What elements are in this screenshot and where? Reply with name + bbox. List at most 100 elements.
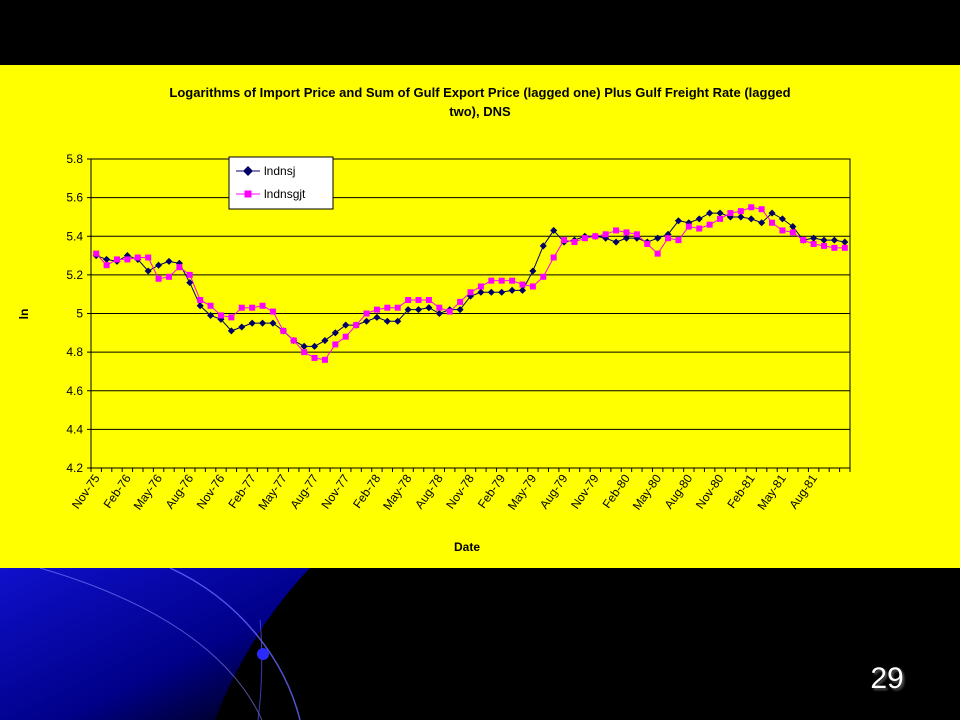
- data-point-lndnsgjt: [800, 237, 807, 244]
- data-point-lndnsgjt: [373, 306, 380, 313]
- x-tick-label: Feb-79: [475, 471, 508, 510]
- x-tick-label: May-77: [255, 471, 290, 512]
- data-point-lndnsgjt: [665, 235, 672, 242]
- x-tick-label: Feb-76: [101, 471, 134, 510]
- data-point-lndnsj: [758, 219, 766, 227]
- data-point-lndnsgjt: [342, 333, 349, 340]
- data-point-lndnsj: [622, 234, 630, 242]
- swirl-arc-3: [257, 619, 263, 720]
- data-point-lndnsj: [487, 288, 495, 296]
- x-tick-label: Nov-79: [568, 471, 602, 511]
- data-point-lndnsgjt: [540, 273, 547, 280]
- data-point-lndnsgjt: [488, 277, 495, 284]
- data-point-lndnsgjt: [696, 225, 703, 232]
- data-point-lndnsgjt: [238, 304, 245, 311]
- data-point-lndnsgjt: [498, 277, 505, 284]
- data-point-lndnsgjt: [415, 296, 422, 303]
- data-point-lndnsj: [144, 267, 152, 275]
- data-point-lndnsj: [394, 317, 402, 325]
- data-point-lndnsj: [498, 288, 506, 296]
- legend-label-lndnsj: lndnsj: [264, 164, 295, 178]
- data-point-lndnsgjt: [706, 221, 713, 228]
- swirl-arc-1: [169, 567, 301, 720]
- data-point-lndnsj: [529, 267, 537, 275]
- data-point-lndnsj: [269, 319, 277, 327]
- data-point-lndnsj: [768, 209, 776, 217]
- legend-marker-lndnsj: [243, 166, 253, 176]
- data-point-lndnsj: [404, 306, 412, 314]
- data-point-lndnsj: [248, 319, 256, 327]
- data-point-lndnsgjt: [280, 327, 287, 334]
- data-point-lndnsj: [477, 288, 485, 296]
- x-tick-label: May-79: [505, 471, 540, 512]
- data-point-lndnsj: [810, 234, 818, 242]
- data-point-lndnsgjt: [529, 283, 536, 290]
- y-tick-label: 4.4: [66, 422, 83, 436]
- data-point-lndnsgjt: [165, 273, 172, 280]
- y-tick-label: 5.2: [66, 268, 83, 282]
- chart-title-line-1: Logarithms of Import Price and Sum of Gu…: [169, 85, 790, 100]
- y-tick-label: 4.8: [66, 345, 83, 359]
- data-point-lndnsj: [425, 304, 433, 312]
- data-series: [92, 204, 849, 363]
- data-point-lndnsgjt: [717, 215, 724, 222]
- data-point-lndnsj: [207, 311, 215, 319]
- data-point-lndnsgjt: [176, 264, 183, 271]
- data-point-lndnsj: [414, 306, 423, 314]
- data-point-lndnsj: [165, 257, 173, 265]
- x-tick-label: May-78: [380, 471, 415, 512]
- data-point-lndnsj: [778, 215, 786, 223]
- swirl-dot: [257, 648, 269, 660]
- data-point-lndnsgjt: [290, 337, 297, 344]
- data-point-lndnsj: [737, 213, 745, 221]
- data-point-lndnsgjt: [259, 302, 266, 309]
- data-point-lndnsj: [674, 217, 682, 225]
- data-point-lndnsgjt: [685, 223, 692, 230]
- data-point-lndnsgjt: [810, 240, 817, 247]
- data-point-lndnsj: [789, 223, 797, 231]
- data-point-lndnsgjt: [197, 296, 204, 303]
- legend: lndnsj lndnsgjt: [228, 156, 334, 210]
- data-point-lndnsj: [518, 286, 527, 294]
- data-point-lndnsj: [435, 309, 443, 318]
- x-tick-label: Feb-80: [600, 471, 633, 510]
- data-point-lndnsgjt: [748, 204, 755, 211]
- data-point-lndnsj: [186, 279, 194, 287]
- y-tick-label: 5: [76, 307, 83, 321]
- x-tick-label: May-76: [131, 471, 166, 512]
- data-point-lndnsgjt: [457, 298, 464, 305]
- x-axis-ticks: Nov-75Feb-76May-76Aug-76Nov-76Feb-77May-…: [69, 468, 851, 512]
- data-point-lndnsgjt: [675, 237, 682, 244]
- y-axis-title: ln: [17, 309, 31, 320]
- x-tick-label: Feb-77: [225, 471, 258, 510]
- x-tick-label: Nov-77: [319, 471, 353, 511]
- y-tick-label: 5.4: [66, 229, 83, 243]
- x-tick-label: Nov-75: [69, 471, 103, 511]
- data-point-lndnsj: [539, 242, 547, 250]
- chart-title-line-2: two), DNS: [449, 104, 511, 119]
- x-axis-title: Date: [454, 540, 480, 554]
- data-point-lndnsgjt: [821, 242, 828, 249]
- x-tick-label: Aug-76: [163, 471, 197, 511]
- y-tick-label: 5.6: [66, 191, 83, 205]
- x-tick-label: Nov-78: [443, 471, 477, 511]
- data-point-lndnsgjt: [737, 208, 744, 215]
- data-point-lndnsgjt: [581, 235, 588, 242]
- x-tick-label: Aug-78: [412, 471, 446, 511]
- data-point-lndnsgjt: [217, 312, 224, 319]
- data-point-lndnsgjt: [769, 219, 776, 226]
- data-point-lndnsj: [654, 234, 662, 242]
- data-point-lndnsgjt: [311, 354, 318, 361]
- data-point-lndnsj: [508, 286, 516, 294]
- x-tick-label: Aug-81: [786, 471, 820, 511]
- x-tick-label: Aug-79: [537, 471, 571, 511]
- data-point-lndnsj: [612, 238, 620, 246]
- swirl-arc-2: [39, 567, 263, 720]
- data-point-lndnsgjt: [831, 244, 838, 251]
- data-point-lndnsgjt: [571, 239, 578, 246]
- legend-label-lndnsgjt: lndnsgjt: [264, 187, 306, 201]
- line-chart: Logarithms of Import Price and Sum of Gu…: [17, 85, 851, 554]
- series-line-lndnsgjt: [95, 206, 845, 361]
